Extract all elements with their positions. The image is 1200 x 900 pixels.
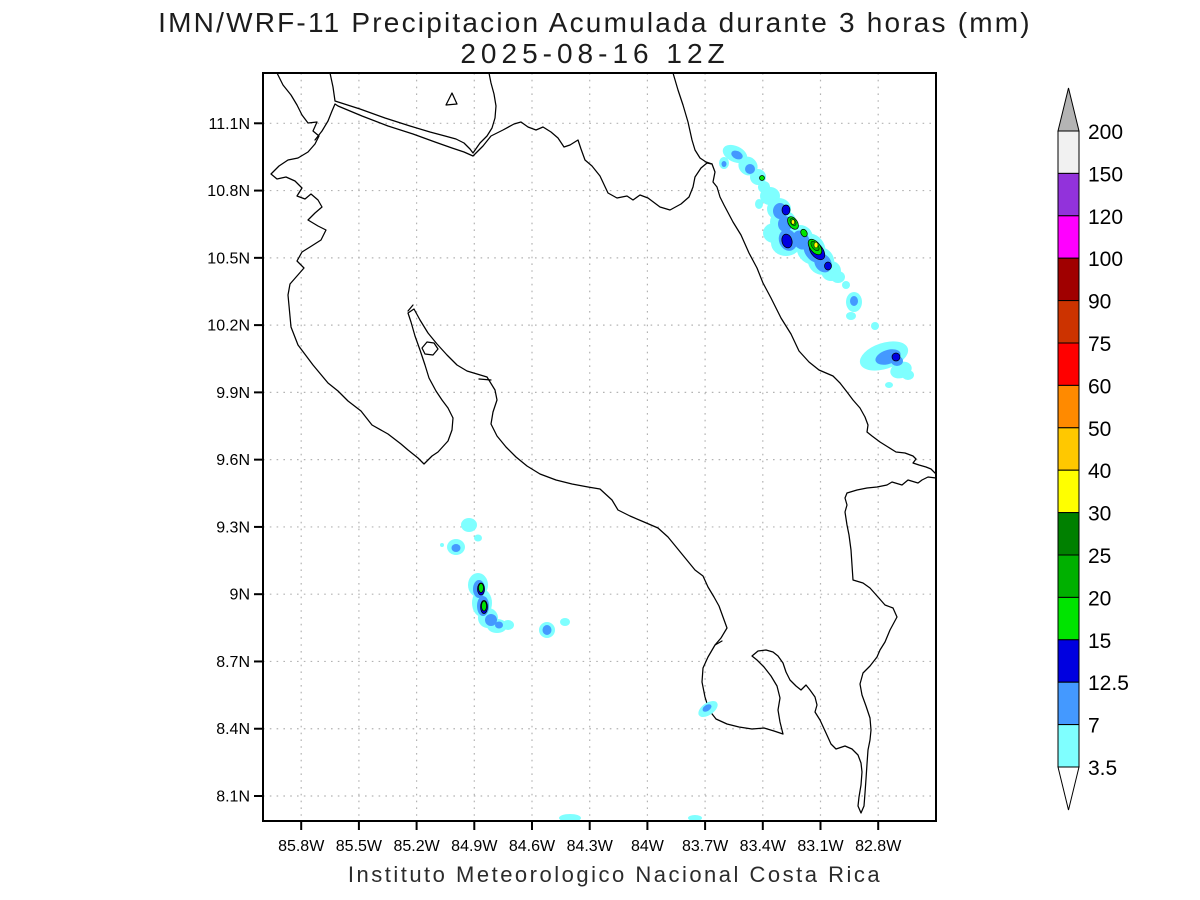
- chira-island: [421, 341, 439, 356]
- lat-tick-label: 10.2N: [207, 318, 250, 335]
- axis-labels: 11.1N 10.8N 10.5N 10.2N 9.9N 9.6N 9.3N 9N 8.7N 8.…: [207, 116, 902, 855]
- plot-title: IMN/WRF-11 Precipitacion Acumulada duran…: [158, 7, 1032, 38]
- colorbar-cell: [1057, 512, 1080, 556]
- sierpe-tick: [714, 640, 723, 646]
- colorbar-cell: [1057, 427, 1080, 471]
- colorbar-cell: [1057, 215, 1080, 259]
- colorbar-level-label: 25: [1088, 545, 1111, 568]
- colorbar-level-label: 20: [1088, 587, 1111, 610]
- colorbar-level-label: 50: [1088, 418, 1111, 441]
- colorbar-cells: [1057, 130, 1080, 768]
- lon-tick-label: 85.8W: [278, 838, 325, 855]
- lat-tick-label: 9.6N: [216, 452, 250, 469]
- lon-tick-label: 85.2W: [393, 838, 440, 855]
- precipitation-layer: [440, 144, 914, 821]
- colorbar-cell: [1057, 130, 1080, 174]
- colorbar-cell: [1057, 384, 1080, 429]
- precip-layer-7mm: [451, 150, 903, 712]
- colorbar-level-label: 3.5: [1088, 757, 1117, 780]
- lon-tick-label: 85.5W: [336, 838, 383, 855]
- colorbar-level-label: 120: [1088, 206, 1123, 229]
- axis-ticks: [254, 122, 880, 830]
- coastline-caribbean: [672, 73, 936, 475]
- colorbar-under-arrow: [1057, 766, 1080, 811]
- lat-tick-label: 10.5N: [207, 250, 250, 267]
- colorbar: 200 150 120 100 90 75 60 50 40 30 25 20 15 12.5 7 3.5: [1057, 87, 1129, 811]
- lon-tick-label: 82.8W: [855, 838, 902, 855]
- lon-tick-label: 84W: [631, 838, 665, 855]
- colorbar-level-label: 60: [1088, 375, 1111, 398]
- border-nicaragua-rio-san-juan: [314, 103, 713, 211]
- colorbar-level-label: 7: [1088, 715, 1100, 738]
- colorbar-cell: [1057, 724, 1080, 768]
- map-frame: [262, 72, 937, 822]
- lat-tick-label: 8.7N: [216, 654, 250, 671]
- colorbar-cell: [1057, 172, 1080, 217]
- lon-tick-label: 83.7W: [682, 838, 729, 855]
- colorbar-cell: [1057, 639, 1080, 683]
- colorbar-level-label: 12.5: [1088, 672, 1129, 695]
- lat-tick-label: 8.4N: [216, 721, 250, 738]
- colorbar-level-label: 15: [1088, 630, 1111, 653]
- lat-tick-label: 9N: [230, 587, 250, 604]
- lat-tick-label: 9.3N: [216, 519, 250, 536]
- puntarenas-spit: [478, 378, 492, 381]
- colorbar-cell: [1057, 554, 1080, 598]
- lon-tick-label: 84.3W: [567, 838, 614, 855]
- colorbar-cell: [1057, 300, 1080, 344]
- colorbar-level-label: 150: [1088, 163, 1123, 186]
- colorbar-cell: [1057, 469, 1080, 514]
- lon-tick-label: 83.1W: [797, 838, 844, 855]
- lat-tick-label: 10.8N: [207, 183, 250, 200]
- colorbar-cell: [1057, 681, 1080, 726]
- lon-tick-label: 84.9W: [451, 838, 498, 855]
- colorbar-labels: 200 150 120 100 90 75 60 50 40 30 25 20 15 12.5 7 3.5: [1088, 121, 1129, 780]
- coastline-pacific-outline: [270, 73, 936, 814]
- colorbar-level-label: 75: [1088, 333, 1111, 356]
- colorbar-level-label: 100: [1088, 248, 1123, 271]
- colorbar-level-label: 200: [1088, 121, 1123, 144]
- lat-tick-label: 9.9N: [216, 385, 250, 402]
- colorbar-cell: [1057, 596, 1080, 641]
- colorbar-level-label: 90: [1088, 291, 1111, 314]
- colorbar-over-arrow: [1057, 87, 1080, 132]
- lat-tick-label: 11.1N: [208, 116, 250, 133]
- gridlines: [263, 73, 936, 821]
- coastline-layer: [270, 73, 936, 814]
- lake-island: [445, 92, 458, 106]
- colorbar-cell: [1057, 342, 1080, 386]
- estuary-head-tick: [407, 304, 414, 312]
- lon-tick-label: 84.6W: [509, 838, 556, 855]
- precip-layer-30mm: [791, 219, 819, 249]
- plot-subtitle-datetime: 2025-08-16 12Z: [460, 38, 729, 69]
- colorbar-cell: [1057, 257, 1080, 302]
- footer-institution: Instituto Meteorologico Nacional Costa R…: [348, 862, 882, 887]
- precip-layer-3p5mm: [440, 144, 914, 821]
- colorbar-level-label: 30: [1088, 503, 1111, 526]
- lake-nicaragua-shore: [329, 73, 497, 154]
- lat-tick-label: 8.1N: [216, 789, 250, 806]
- colorbar-level-label: 40: [1088, 460, 1111, 483]
- lon-tick-label: 83.4W: [740, 838, 787, 855]
